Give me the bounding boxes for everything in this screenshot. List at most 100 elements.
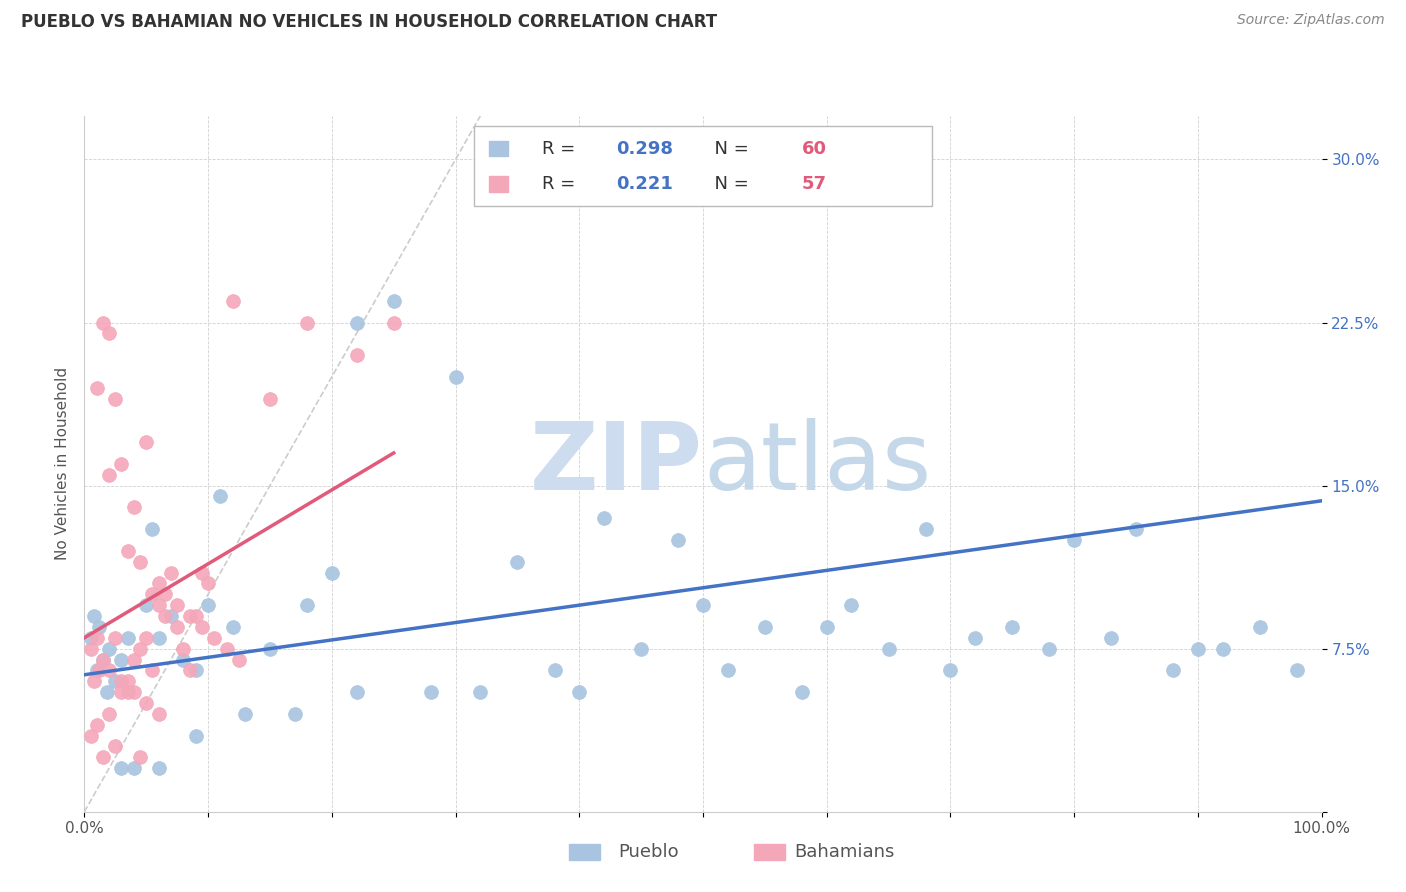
- Point: [284, 706, 307, 721]
- Point: [191, 566, 214, 580]
- Point: [1099, 631, 1122, 645]
- Point: [110, 674, 132, 689]
- Point: [259, 641, 281, 656]
- Text: 57: 57: [801, 175, 827, 193]
- Point: [96, 685, 118, 699]
- Point: [382, 316, 405, 330]
- Point: [98, 641, 121, 656]
- Point: [222, 620, 245, 634]
- Text: Source: ZipAtlas.com: Source: ZipAtlas.com: [1237, 13, 1385, 28]
- Point: [166, 620, 188, 634]
- Point: [202, 631, 225, 645]
- Point: [295, 316, 318, 330]
- Point: [1187, 641, 1209, 656]
- Point: [1125, 522, 1147, 536]
- Point: [184, 729, 207, 743]
- Point: [939, 664, 962, 678]
- Point: [141, 587, 163, 601]
- Text: PUEBLO VS BAHAMIAN NO VEHICLES IN HOUSEHOLD CORRELATION CHART: PUEBLO VS BAHAMIAN NO VEHICLES IN HOUSEH…: [21, 13, 717, 31]
- Point: [135, 435, 157, 450]
- Text: atlas: atlas: [703, 417, 931, 510]
- Point: [184, 664, 207, 678]
- Point: [129, 641, 152, 656]
- Point: [506, 555, 529, 569]
- Point: [914, 522, 936, 536]
- Point: [184, 609, 207, 624]
- Point: [148, 706, 170, 721]
- Point: [815, 620, 838, 634]
- Point: [148, 598, 170, 612]
- Point: [228, 652, 250, 666]
- Point: [104, 392, 127, 406]
- Point: [117, 674, 139, 689]
- Point: [197, 576, 219, 591]
- Point: [91, 750, 114, 764]
- Point: [197, 598, 219, 612]
- Point: [790, 685, 813, 699]
- Point: [630, 641, 652, 656]
- Text: ZIP: ZIP: [530, 417, 703, 510]
- Point: [141, 664, 163, 678]
- Point: [666, 533, 689, 547]
- Text: R =: R =: [543, 140, 581, 158]
- Point: [153, 587, 176, 601]
- Point: [148, 631, 170, 645]
- Point: [346, 348, 368, 362]
- Point: [692, 598, 714, 612]
- Point: [321, 566, 343, 580]
- Point: [117, 631, 139, 645]
- Point: [135, 631, 157, 645]
- Point: [86, 381, 108, 395]
- Point: [91, 316, 114, 330]
- Point: [98, 326, 121, 341]
- Point: [172, 641, 194, 656]
- Point: [104, 739, 127, 754]
- Point: [89, 620, 111, 634]
- Point: [1063, 533, 1085, 547]
- Point: [148, 761, 170, 775]
- Point: [259, 392, 281, 406]
- Bar: [489, 141, 508, 156]
- Point: [141, 522, 163, 536]
- Point: [1285, 664, 1308, 678]
- Point: [83, 674, 105, 689]
- Point: [129, 555, 152, 569]
- Point: [122, 652, 145, 666]
- Point: [89, 664, 111, 678]
- Point: [79, 631, 101, 645]
- Point: [117, 544, 139, 558]
- Y-axis label: No Vehicles in Household: No Vehicles in Household: [55, 368, 70, 560]
- Text: N =: N =: [703, 175, 755, 193]
- Point: [209, 490, 232, 504]
- Point: [1038, 641, 1060, 656]
- Point: [166, 598, 188, 612]
- Point: [129, 750, 152, 764]
- Point: [841, 598, 863, 612]
- Point: [122, 685, 145, 699]
- Point: [160, 566, 183, 580]
- Point: [83, 609, 105, 624]
- Point: [110, 761, 132, 775]
- Point: [117, 685, 139, 699]
- Point: [172, 652, 194, 666]
- Point: [191, 620, 214, 634]
- Point: [470, 685, 492, 699]
- Point: [568, 685, 591, 699]
- Point: [153, 609, 176, 624]
- Point: [543, 664, 565, 678]
- Point: [1212, 641, 1234, 656]
- Point: [295, 598, 318, 612]
- Point: [104, 631, 127, 645]
- Point: [91, 652, 114, 666]
- Point: [346, 316, 368, 330]
- Point: [754, 620, 776, 634]
- Text: R =: R =: [543, 175, 581, 193]
- Point: [79, 641, 101, 656]
- Bar: [489, 177, 508, 192]
- Point: [1249, 620, 1271, 634]
- Point: [179, 609, 201, 624]
- Point: [160, 609, 183, 624]
- Point: [593, 511, 616, 525]
- Point: [222, 293, 245, 308]
- Point: [122, 761, 145, 775]
